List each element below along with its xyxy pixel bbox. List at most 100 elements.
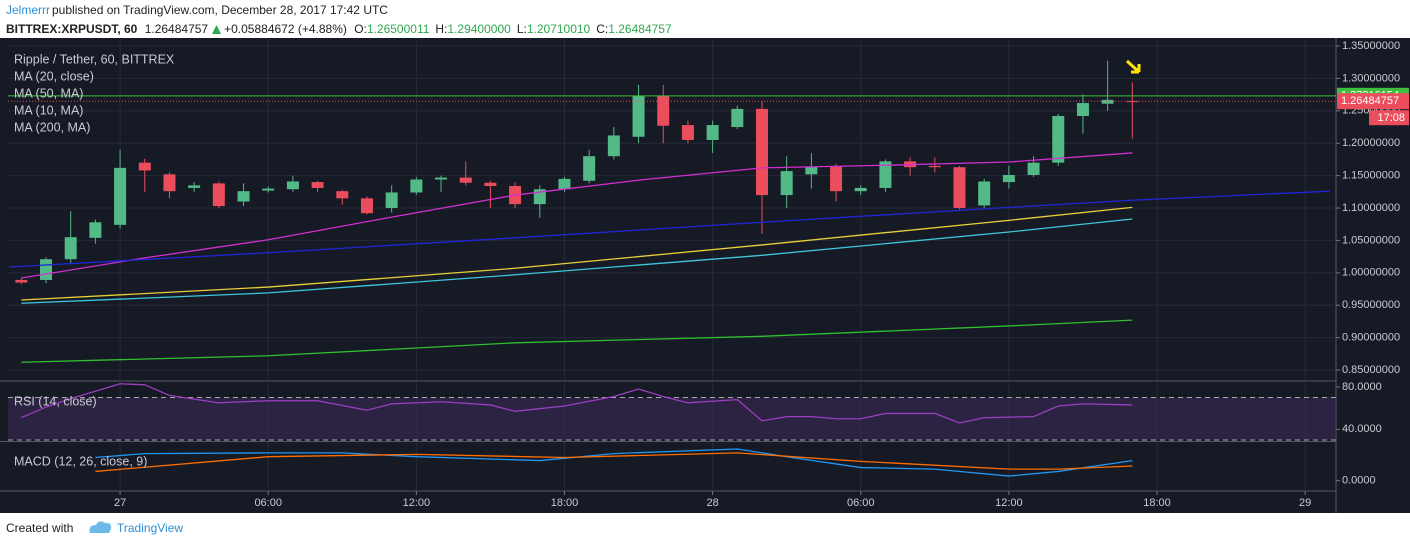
- pane: [8, 40, 1336, 380]
- x-tick-label: 12:00: [403, 497, 431, 509]
- candle-body: [138, 162, 151, 171]
- candle-body: [484, 182, 497, 186]
- up-icon: [212, 25, 222, 34]
- author[interactable]: Jelmerrr: [6, 3, 50, 17]
- candle-body: [854, 187, 867, 192]
- ohlc-label: L:: [516, 22, 527, 36]
- footer-text: Created with: [6, 521, 73, 535]
- x-tick-label: 28: [706, 497, 718, 509]
- legend-entry: MA (50, MA): [14, 86, 83, 100]
- ohlc-value: 1.20710010: [526, 22, 591, 36]
- candle-body: [879, 161, 892, 188]
- x-tick-label: 29: [1299, 497, 1311, 509]
- candle-body: [385, 192, 398, 209]
- candle-body: [114, 167, 127, 225]
- countdown: 17:08: [1377, 112, 1405, 124]
- symbol: BITTREX:XRPUSDT, 60: [6, 22, 138, 36]
- ohlc: O:1.26500011 H:1.29400000 L:1.20710010 C:1.…: [354, 22, 677, 36]
- candle-body: [237, 191, 250, 202]
- y-tick-label: 40.0000: [1342, 423, 1382, 435]
- pane: [8, 382, 1336, 441]
- candle-body: [336, 191, 349, 199]
- x-tick-label: 18:00: [551, 497, 579, 509]
- y-tick-label: 1.05000000: [1342, 234, 1400, 246]
- candle-body: [1002, 174, 1015, 183]
- y-tick-label: 0.95000000: [1342, 299, 1400, 311]
- header-line: Jelmerrr published on TradingView.com, De…: [6, 3, 392, 17]
- candle-body: [89, 222, 102, 238]
- candle-body: [632, 95, 645, 137]
- y-tick-label: 80.0000: [1342, 381, 1382, 393]
- y-tick-label: 1.30000000: [1342, 72, 1400, 84]
- footer-brand[interactable]: TradingView: [117, 521, 183, 535]
- candle-body: [657, 95, 670, 126]
- series-line: [21, 152, 1133, 279]
- ohlc-label: C:: [596, 22, 609, 36]
- candle-body: [681, 125, 694, 140]
- pane-title: RSI (14, close): [14, 394, 97, 408]
- ohlc-value: 1.26484757: [608, 22, 672, 36]
- legend-entry: MA (200, MA): [14, 120, 90, 134]
- x-tick-label: 12:00: [995, 497, 1023, 509]
- x-tick-label: 06:00: [847, 497, 875, 509]
- candle-body: [731, 108, 744, 128]
- series-line: [21, 206, 1133, 301]
- y-tick-label: 1.15000000: [1342, 170, 1400, 182]
- candle-body: [212, 183, 225, 207]
- candle-body: [607, 135, 620, 157]
- candle-body: [1027, 162, 1040, 175]
- candle-body: [64, 237, 77, 260]
- candle-body: [953, 167, 966, 209]
- candle-body: [755, 108, 768, 196]
- ohlc-value: 1.26500011: [366, 22, 430, 36]
- candle-body: [928, 165, 941, 168]
- candle-body: [830, 166, 843, 192]
- series-line: [21, 319, 1133, 363]
- logo: [89, 521, 112, 533]
- y-tick-label: 1.35000000: [1342, 40, 1400, 52]
- pane-title: Ripple / Tether, 60, BITTREX: [14, 52, 175, 66]
- candle-body: [805, 166, 818, 175]
- legend-entry: MA (10, MA): [14, 103, 83, 117]
- candle-body: [410, 179, 423, 193]
- candle-body: [583, 156, 596, 181]
- candle-body: [780, 171, 793, 196]
- candle-body: [15, 279, 28, 283]
- y-tick-label: 1.20000000: [1342, 137, 1400, 149]
- series-line: [8, 190, 1330, 268]
- published: published on TradingView.com, December 2…: [52, 3, 388, 17]
- candle-body: [188, 185, 201, 188]
- ohlc-label: H:: [435, 22, 448, 36]
- series-line: [95, 452, 1133, 473]
- band-fill: [8, 397, 1336, 440]
- candle-body: [262, 188, 275, 191]
- ohlc-label: O:: [354, 22, 367, 36]
- candle-body: [1052, 116, 1065, 163]
- candle-body: [360, 198, 373, 214]
- y-tick-label: 0.0000: [1342, 475, 1376, 487]
- candle-body: [1101, 99, 1114, 104]
- price-label-box: [1337, 93, 1409, 110]
- series-line: [21, 218, 1133, 304]
- x-tick-label: 06:00: [254, 497, 282, 509]
- candle-body: [40, 259, 53, 280]
- annotation-arrow: [1125, 59, 1141, 74]
- candle-body: [706, 125, 719, 140]
- candle-body: [435, 177, 448, 180]
- y-tick-label: 1.10000000: [1342, 202, 1400, 214]
- change: +0.05884672 (+4.88%): [224, 22, 347, 36]
- y-tick-label: 1.00000000: [1342, 267, 1400, 279]
- series-line: [95, 448, 1133, 477]
- candle-body: [286, 181, 299, 190]
- y-tick-label: 0.85000000: [1342, 364, 1400, 376]
- candle-body: [163, 174, 176, 192]
- candle-body: [558, 178, 571, 190]
- candle-body: [459, 177, 472, 183]
- pane-title: MACD (12, 26, close, 9): [14, 454, 147, 468]
- pane: [95, 442, 1306, 490]
- candle-body: [1076, 103, 1089, 117]
- candle-body: [978, 181, 991, 206]
- x-tick-label: 27: [114, 497, 126, 509]
- countdown-box: [1369, 110, 1409, 126]
